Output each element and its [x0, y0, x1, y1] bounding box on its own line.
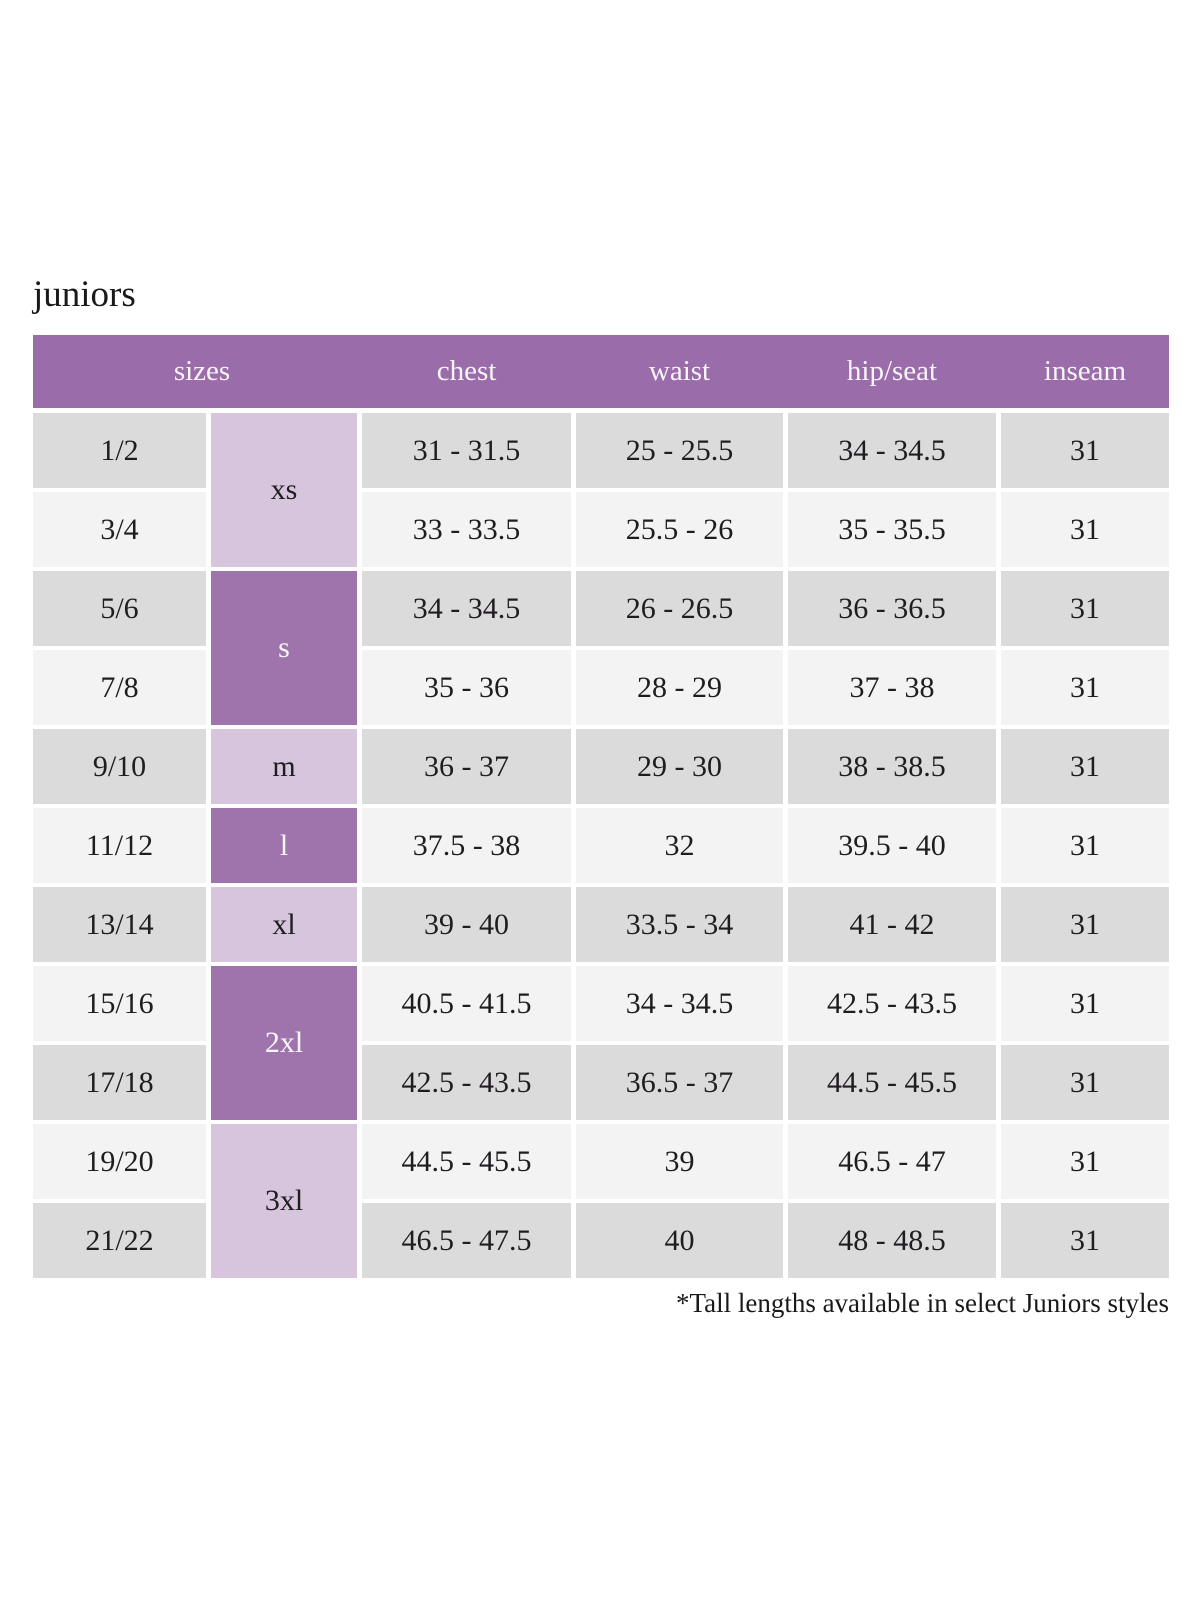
size-group-cell-s: s: [211, 571, 357, 725]
hip-seat-cell: 35 - 35.5: [788, 492, 996, 567]
chest-cell: 34 - 34.5: [362, 571, 571, 646]
inseam-cell: 31: [1001, 571, 1169, 646]
hip-seat-cell: 42.5 - 43.5: [788, 966, 996, 1041]
chest-cell: 33 - 33.5: [362, 492, 571, 567]
size-cell: 3/4: [33, 492, 206, 567]
waist-cell: 36.5 - 37: [576, 1045, 783, 1120]
waist-cell: 32: [576, 808, 783, 883]
chest-cell: 31 - 31.5: [362, 413, 571, 488]
size-cell: 9/10: [33, 729, 206, 804]
column-header-sizes: sizes: [173, 355, 231, 387]
hip-seat-cell: 36 - 36.5: [788, 571, 996, 646]
chest-cell: 44.5 - 45.5: [362, 1124, 571, 1199]
table-body: xs s m l xl 2xl 3xl 1/2 31 - 31.5 25 - 2…: [33, 413, 1169, 1278]
inseam-cell: 31: [1001, 808, 1169, 883]
hip-seat-cell: 39.5 - 40: [788, 808, 996, 883]
column-header-chest: chest: [436, 355, 497, 387]
hip-seat-cell: 46.5 - 47: [788, 1124, 996, 1199]
size-cell: 11/12: [33, 808, 206, 883]
size-cell: 13/14: [33, 887, 206, 962]
size-cell: 1/2: [33, 413, 206, 488]
inseam-cell: 31: [1001, 650, 1169, 725]
hip-seat-cell: 37 - 38: [788, 650, 996, 725]
inseam-cell: 31: [1001, 1124, 1169, 1199]
size-cell: 19/20: [33, 1124, 206, 1199]
waist-cell: 39: [576, 1124, 783, 1199]
waist-cell: 33.5 - 34: [576, 887, 783, 962]
chest-cell: 37.5 - 38: [362, 808, 571, 883]
waist-cell: 25 - 25.5: [576, 413, 783, 488]
chest-cell: 42.5 - 43.5: [362, 1045, 571, 1120]
chest-cell: 36 - 37: [362, 729, 571, 804]
page-title: juniors: [33, 274, 136, 315]
chest-cell: 46.5 - 47.5: [362, 1203, 571, 1278]
waist-cell: 25.5 - 26: [576, 492, 783, 567]
size-cell: 15/16: [33, 966, 206, 1041]
waist-cell: 26 - 26.5: [576, 571, 783, 646]
size-cell: 5/6: [33, 571, 206, 646]
size-group-cell-xl: xl: [211, 887, 357, 962]
inseam-cell: 31: [1001, 1203, 1169, 1278]
footnote: *Tall lengths available in select Junior…: [675, 1288, 1169, 1318]
waist-cell: 40: [576, 1203, 783, 1278]
inseam-cell: 31: [1001, 492, 1169, 567]
size-group-cell-m: m: [211, 729, 357, 804]
size-group-cell-l: l: [211, 808, 357, 883]
hip-seat-cell: 44.5 - 45.5: [788, 1045, 996, 1120]
size-group-cell-xs: xs: [211, 413, 357, 567]
chest-cell: 35 - 36: [362, 650, 571, 725]
inseam-cell: 31: [1001, 1045, 1169, 1120]
column-header-hip-seat: hip/seat: [846, 355, 938, 387]
inseam-cell: 31: [1001, 887, 1169, 962]
size-group-cell-2xl: 2xl: [211, 966, 357, 1120]
inseam-cell: 31: [1001, 413, 1169, 488]
inseam-cell: 31: [1001, 729, 1169, 804]
column-header-inseam: inseam: [1043, 355, 1127, 387]
size-cell: 21/22: [33, 1203, 206, 1278]
size-cell: 7/8: [33, 650, 206, 725]
size-group-cell-3xl: 3xl: [211, 1124, 357, 1278]
waist-cell: 29 - 30: [576, 729, 783, 804]
waist-cell: 34 - 34.5: [576, 966, 783, 1041]
hip-seat-cell: 38 - 38.5: [788, 729, 996, 804]
hip-seat-cell: 48 - 48.5: [788, 1203, 996, 1278]
inseam-cell: 31: [1001, 966, 1169, 1041]
hip-seat-cell: 41 - 42: [788, 887, 996, 962]
column-header-waist: waist: [648, 355, 711, 387]
chest-cell: 39 - 40: [362, 887, 571, 962]
size-cell: 17/18: [33, 1045, 206, 1120]
hip-seat-cell: 34 - 34.5: [788, 413, 996, 488]
table-header-row: sizes chest waist hip/seat inseam: [33, 335, 1169, 408]
chest-cell: 40.5 - 41.5: [362, 966, 571, 1041]
waist-cell: 28 - 29: [576, 650, 783, 725]
juniors-size-table: sizes chest waist hip/seat inseam xs s m…: [33, 335, 1169, 1278]
